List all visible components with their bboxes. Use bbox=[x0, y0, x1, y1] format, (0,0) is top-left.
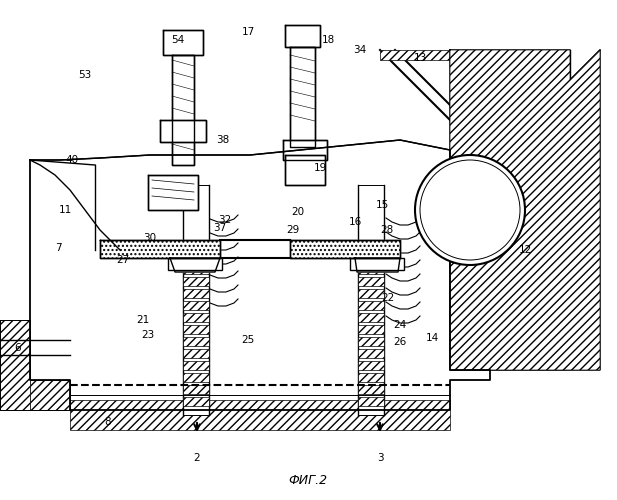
Bar bbox=[183, 373, 209, 382]
Bar bbox=[183, 301, 209, 310]
Circle shape bbox=[415, 155, 525, 265]
Text: 54: 54 bbox=[172, 35, 184, 45]
Text: 32: 32 bbox=[218, 215, 231, 225]
Text: 12: 12 bbox=[518, 245, 532, 255]
Polygon shape bbox=[290, 240, 400, 258]
Text: 16: 16 bbox=[349, 217, 362, 227]
Text: 21: 21 bbox=[136, 315, 150, 325]
Bar bbox=[358, 301, 384, 310]
Text: 19: 19 bbox=[313, 163, 326, 173]
Bar bbox=[148, 175, 198, 210]
Bar bbox=[168, 258, 222, 270]
Text: 20: 20 bbox=[291, 207, 305, 217]
Text: 8: 8 bbox=[105, 417, 111, 427]
Bar bbox=[290, 47, 315, 147]
Text: 22: 22 bbox=[381, 293, 395, 303]
Polygon shape bbox=[170, 258, 220, 272]
Bar bbox=[183, 265, 209, 274]
Text: 3: 3 bbox=[377, 453, 383, 463]
Text: 15: 15 bbox=[375, 200, 389, 210]
Text: 30: 30 bbox=[143, 233, 157, 243]
Bar bbox=[183, 337, 209, 346]
Bar bbox=[100, 240, 220, 258]
Text: 11: 11 bbox=[59, 205, 72, 215]
Text: ФИГ.2: ФИГ.2 bbox=[288, 474, 328, 486]
Polygon shape bbox=[100, 240, 220, 258]
Text: 23: 23 bbox=[141, 330, 155, 340]
Text: 34: 34 bbox=[354, 45, 366, 55]
Bar bbox=[358, 289, 384, 298]
Bar bbox=[183, 349, 209, 358]
Bar bbox=[183, 385, 209, 394]
Bar bbox=[183, 397, 209, 406]
Text: 25: 25 bbox=[241, 335, 255, 345]
Bar bbox=[358, 349, 384, 358]
Bar bbox=[285, 155, 325, 185]
Text: 26: 26 bbox=[394, 337, 407, 347]
Polygon shape bbox=[450, 50, 600, 370]
Text: 53: 53 bbox=[78, 70, 92, 80]
Bar bbox=[30, 380, 70, 410]
Bar bbox=[172, 55, 194, 165]
Bar bbox=[160, 120, 206, 142]
Bar bbox=[183, 277, 209, 286]
Bar bbox=[290, 240, 400, 258]
Bar bbox=[283, 140, 327, 160]
Circle shape bbox=[420, 160, 520, 260]
Bar bbox=[70, 400, 450, 430]
Text: 17: 17 bbox=[241, 27, 255, 37]
Bar bbox=[380, 50, 455, 60]
Text: 38: 38 bbox=[217, 135, 230, 145]
Bar bbox=[183, 361, 209, 370]
Bar bbox=[183, 325, 209, 334]
Bar bbox=[285, 25, 320, 47]
Bar bbox=[358, 397, 384, 406]
Text: 14: 14 bbox=[425, 333, 439, 343]
Bar bbox=[358, 337, 384, 346]
Text: 29: 29 bbox=[286, 225, 300, 235]
Bar bbox=[183, 289, 209, 298]
Bar bbox=[358, 373, 384, 382]
Text: 2: 2 bbox=[194, 453, 201, 463]
Text: 40: 40 bbox=[65, 155, 78, 165]
Text: 37: 37 bbox=[213, 223, 226, 233]
Polygon shape bbox=[0, 320, 70, 410]
Bar bbox=[358, 325, 384, 334]
Bar bbox=[350, 258, 404, 270]
Text: 24: 24 bbox=[394, 320, 407, 330]
Bar bbox=[183, 185, 209, 415]
Bar bbox=[358, 361, 384, 370]
Bar bbox=[358, 265, 384, 274]
Polygon shape bbox=[30, 140, 490, 410]
Text: 6: 6 bbox=[15, 343, 22, 353]
Bar bbox=[450, 50, 570, 370]
Bar bbox=[0, 320, 30, 410]
Text: 27: 27 bbox=[117, 255, 130, 265]
Polygon shape bbox=[355, 258, 400, 272]
Bar bbox=[358, 313, 384, 322]
Bar bbox=[358, 277, 384, 286]
Text: 7: 7 bbox=[55, 243, 61, 253]
Polygon shape bbox=[450, 50, 600, 370]
Text: 13: 13 bbox=[413, 53, 426, 63]
Bar bbox=[358, 185, 384, 415]
Text: 18: 18 bbox=[321, 35, 334, 45]
Text: 28: 28 bbox=[380, 225, 394, 235]
Bar bbox=[163, 30, 203, 55]
Bar bbox=[183, 313, 209, 322]
Bar bbox=[358, 385, 384, 394]
